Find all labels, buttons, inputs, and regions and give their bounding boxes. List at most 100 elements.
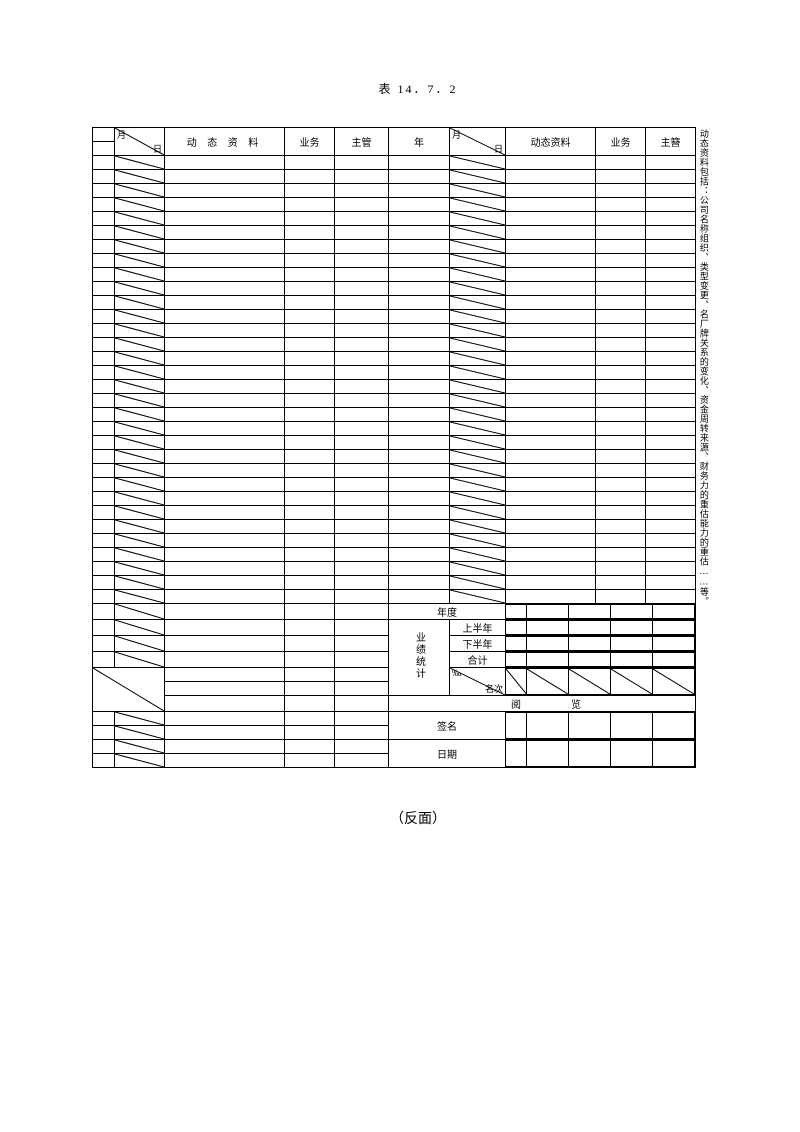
left-biz-15 (285, 352, 335, 366)
left-sup-6 (335, 226, 389, 240)
right-year-15 (389, 352, 450, 366)
left-sup-43 (335, 754, 389, 768)
right-md-7 (450, 240, 506, 254)
left-data-25 (165, 492, 285, 506)
left-sup-24 (335, 478, 389, 492)
left-md-4 (115, 198, 165, 212)
left-md-41 (115, 726, 165, 740)
left-sup-17 (335, 380, 389, 394)
left-data-39 (165, 696, 285, 712)
left-md-33 (115, 604, 165, 620)
left-data-35 (165, 636, 285, 652)
left-blank-40 (93, 712, 115, 726)
right-biz-12 (596, 310, 646, 324)
left-biz-14 (285, 338, 335, 352)
right-biz-14 (596, 338, 646, 352)
left-data-22 (165, 450, 285, 464)
left-sup-header: 主管 (335, 128, 389, 156)
left-biz-5 (285, 212, 335, 226)
left-data-10 (165, 282, 285, 296)
grid-cell (527, 713, 569, 739)
right-sup-30 (646, 562, 696, 576)
grid-cell (506, 653, 527, 667)
left-blank-16 (93, 366, 115, 380)
right-year-9 (389, 268, 450, 282)
right-biz-6 (596, 226, 646, 240)
left-md-32 (115, 590, 165, 604)
left-blank-30 (93, 562, 115, 576)
left-biz-38 (285, 682, 335, 696)
table-title: 表 14．7．2 (92, 80, 744, 97)
left-sup-2 (335, 170, 389, 184)
right-md-30 (450, 562, 506, 576)
grid-cell (653, 637, 695, 651)
left-data-17 (165, 380, 285, 394)
right-data-18 (506, 394, 596, 408)
right-md-17 (450, 380, 506, 394)
right-year-12 (389, 310, 450, 324)
grid-cell (506, 637, 527, 651)
left-biz-31 (285, 576, 335, 590)
right-data-3 (506, 184, 596, 198)
left-data-26 (165, 506, 285, 520)
right-year-30 (389, 562, 450, 576)
right-md-15 (450, 352, 506, 366)
right-biz-1 (596, 156, 646, 170)
right-biz-27 (596, 520, 646, 534)
right-biz-21 (596, 436, 646, 450)
diag-cell (527, 669, 569, 695)
right-year-8 (389, 254, 450, 268)
right-sup-31 (646, 576, 696, 590)
right-year-22 (389, 450, 450, 464)
right-sup-23 (646, 464, 696, 478)
left-biz-21 (285, 436, 335, 450)
left-blank-header (93, 128, 115, 142)
right-data-9 (506, 268, 596, 282)
left-blank-31 (93, 576, 115, 590)
right-biz-19 (596, 408, 646, 422)
right-biz-31 (596, 576, 646, 590)
left-data-40 (165, 712, 285, 726)
right-data-13 (506, 324, 596, 338)
right-md-16 (450, 366, 506, 380)
left-sup-38 (335, 682, 389, 696)
left-md-9 (115, 268, 165, 282)
right-data-24 (506, 478, 596, 492)
left-sup-3 (335, 184, 389, 198)
right-data-10 (506, 282, 596, 296)
right-md-12 (450, 310, 506, 324)
left-biz-9 (285, 268, 335, 282)
right-data-12 (506, 310, 596, 324)
left-data-31 (165, 576, 285, 590)
left-biz-7 (285, 240, 335, 254)
left-md-7 (115, 240, 165, 254)
left-biz-23 (285, 464, 335, 478)
left-biz-25 (285, 492, 335, 506)
right-sup-20 (646, 422, 696, 436)
right-year-2 (389, 170, 450, 184)
right-md-8 (450, 254, 506, 268)
left-md-6 (115, 226, 165, 240)
left-blank-8 (93, 254, 115, 268)
right-data-17 (506, 380, 596, 394)
left-data-43 (165, 754, 285, 768)
left-blank-5 (93, 212, 115, 226)
right-sup-11 (646, 296, 696, 310)
grid-cell (569, 741, 611, 767)
left-biz-2 (285, 170, 335, 184)
left-data-36 (165, 652, 285, 668)
right-sup-22 (646, 450, 696, 464)
diag-cell (611, 669, 653, 695)
right-md-22 (450, 450, 506, 464)
left-data-34 (165, 620, 285, 636)
right-year-32 (389, 590, 450, 604)
left-biz-27 (285, 520, 335, 534)
left-blank-24 (93, 478, 115, 492)
left-md-23 (115, 464, 165, 478)
left-md-8 (115, 254, 165, 268)
left-blank-21 (93, 436, 115, 450)
right-sup-21 (646, 436, 696, 450)
left-blank-43 (93, 754, 115, 768)
right-sup-16 (646, 366, 696, 380)
left-blank-9 (93, 268, 115, 282)
